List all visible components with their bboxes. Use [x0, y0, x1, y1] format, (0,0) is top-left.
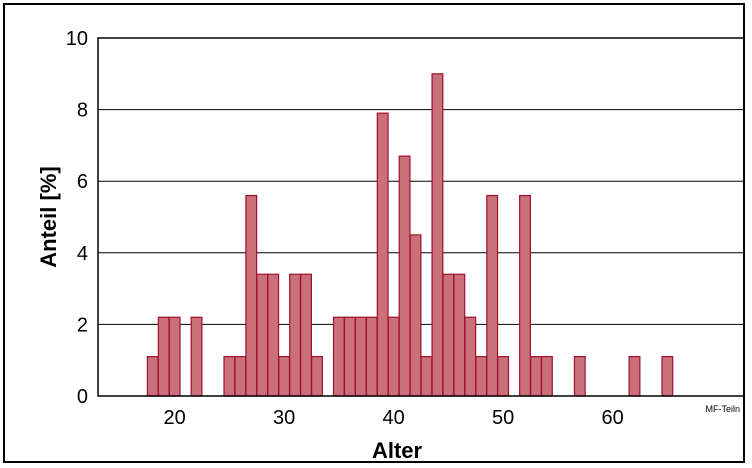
- bar: [311, 356, 323, 397]
- bar: [256, 273, 269, 397]
- bar: [365, 316, 378, 397]
- y-tick-label: 2: [77, 314, 88, 336]
- x-axis-title: Alter: [372, 438, 423, 463]
- bar: [157, 316, 170, 397]
- bar: [497, 356, 510, 397]
- y-tick-label: 6: [77, 171, 88, 193]
- bar: [354, 316, 367, 397]
- x-tick-label: 20: [164, 407, 186, 429]
- bar: [387, 316, 400, 397]
- y-tick-label: 4: [77, 243, 88, 265]
- bar: [398, 155, 411, 397]
- bar: [530, 356, 542, 397]
- bar: [431, 73, 444, 397]
- bar: [628, 356, 641, 397]
- plot-area: [97, 37, 745, 397]
- bar: [453, 273, 466, 397]
- bar: [289, 273, 302, 397]
- bar: [573, 356, 586, 397]
- bar: [168, 316, 181, 397]
- bar: [332, 316, 345, 397]
- bar: [420, 356, 433, 397]
- x-tick-label: 30: [273, 407, 295, 429]
- bar: [300, 273, 312, 397]
- bar: [146, 356, 159, 397]
- y-axis-title: Anteil [%]: [36, 166, 61, 267]
- bar: [223, 356, 236, 397]
- bar: [475, 356, 488, 397]
- y-tick-labels: 0 2 4 6 8 10: [66, 28, 88, 408]
- x-tick-labels: 20 30 40 50 60: [164, 407, 624, 429]
- bar: [442, 273, 455, 397]
- y-tick-label: 10: [66, 28, 88, 50]
- y-tick-label: 8: [77, 100, 88, 122]
- bar: [540, 356, 553, 397]
- bar: [234, 356, 247, 397]
- x-tick-label: 40: [383, 407, 405, 429]
- source-annotation: MF-Teiln: [705, 404, 740, 414]
- bar: [190, 316, 203, 397]
- bar: [464, 316, 477, 397]
- bar: [661, 356, 674, 397]
- y-tick-label: 0: [77, 386, 88, 408]
- bar: [245, 194, 258, 397]
- bar: [376, 112, 389, 397]
- bars: [146, 73, 674, 397]
- bar: [519, 194, 531, 397]
- x-tick-label: 50: [492, 407, 514, 429]
- bar: [278, 356, 291, 397]
- x-tick-label: 60: [601, 407, 623, 429]
- bar: [267, 273, 280, 397]
- bar: [486, 194, 499, 397]
- bar: [409, 234, 422, 397]
- bar: [343, 316, 356, 397]
